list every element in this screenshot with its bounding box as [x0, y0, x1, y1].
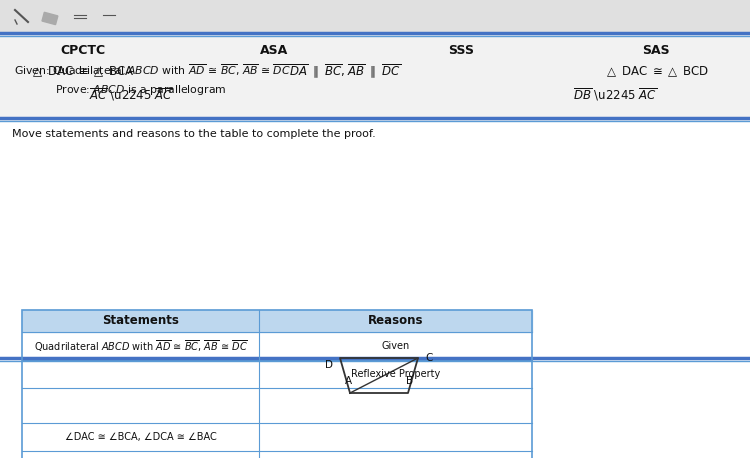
Text: $\overline{DA}$ $\parallel$ $\overline{BC}$, $\overline{AB}$ $\parallel$ $\overl: $\overline{DA}$ $\parallel$ $\overline{B…	[289, 63, 401, 81]
Text: Given: Given	[382, 341, 410, 351]
Text: B: B	[406, 376, 413, 386]
Text: ∠DAC ≅ ∠BCA, ∠DCA ≅ ∠BAC: ∠DAC ≅ ∠BCA, ∠DCA ≅ ∠BAC	[64, 432, 217, 442]
Text: Prove: $\mathit{ABCD}$ is a parallelogram: Prove: $\mathit{ABCD}$ is a parallelogra…	[55, 83, 226, 97]
Text: D: D	[325, 360, 333, 370]
Bar	[0, 37, 750, 118]
Bar	[0, 122, 750, 458]
Text: $\overline{AC}$ \u2245 $\overline{AC}$: $\overline{AC}$ \u2245 $\overline{AC}$	[89, 87, 173, 104]
Text: Move statements and reasons to the table to complete the proof.: Move statements and reasons to the table…	[12, 129, 376, 139]
Text: ASA: ASA	[260, 44, 288, 56]
Bar	[22, 310, 532, 332]
Bar	[42, 12, 58, 25]
Text: Reasons: Reasons	[368, 315, 423, 327]
Text: $\overline{DB}$ \u2245 $\overline{AC}$: $\overline{DB}$ \u2245 $\overline{AC}$	[573, 87, 657, 104]
Bar	[103, 9, 115, 23]
Text: Statements: Statements	[102, 315, 179, 327]
Text: Quadrilateral $\mathit{ABCD}$ with $\overline{AD}$ ≅ $\overline{BC}$, $\overline: Quadrilateral $\mathit{ABCD}$ with $\ove…	[34, 338, 248, 354]
Bar	[0, 0, 750, 32]
Text: A: A	[344, 376, 352, 386]
Text: Reflexive Property: Reflexive Property	[351, 369, 440, 379]
Text: Given: Quadrilateral $\mathit{ABCD}$ with $\overline{AD}$ ≅ $\overline{BC}$, $\o: Given: Quadrilateral $\mathit{ABCD}$ wit…	[14, 62, 291, 78]
Text: SAS: SAS	[643, 44, 670, 56]
Bar	[22, 310, 532, 458]
Text: CPCTC: CPCTC	[60, 44, 105, 56]
Text: C: C	[425, 353, 432, 363]
Text: SSS: SSS	[448, 44, 474, 56]
Text: $\triangle$ DAC $\cong\triangle$ BCA: $\triangle$ DAC $\cong\triangle$ BCA	[30, 65, 135, 79]
Bar	[74, 9, 86, 23]
Text: $\triangle$ DAC $\cong\triangle$ BCD: $\triangle$ DAC $\cong\triangle$ BCD	[604, 65, 709, 79]
Bar	[22, 310, 532, 458]
